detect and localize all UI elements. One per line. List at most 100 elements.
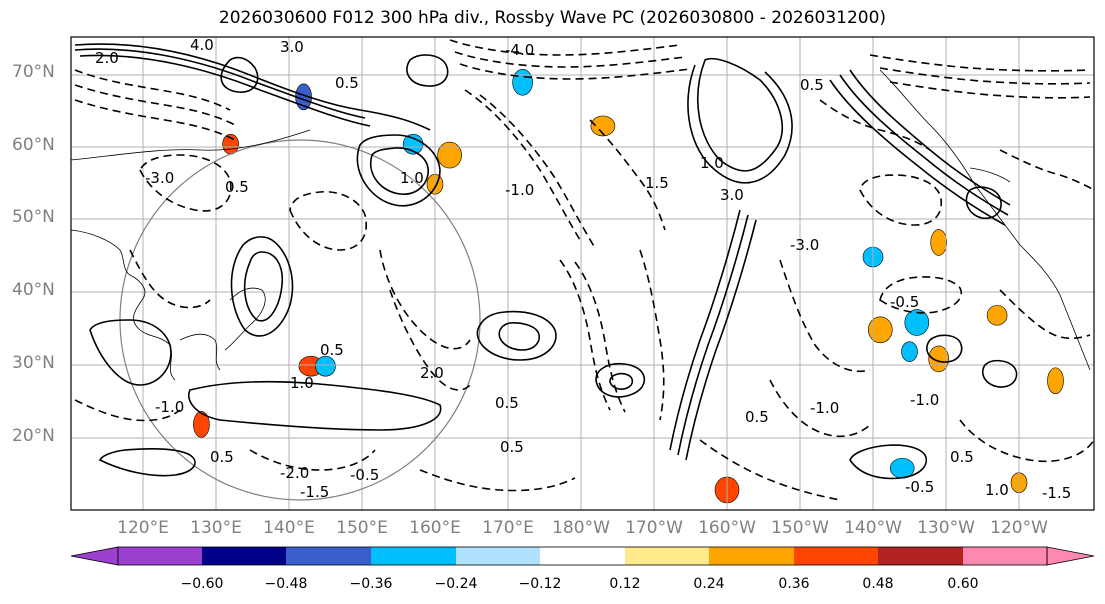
contour-label: 1.5	[645, 174, 669, 192]
contour-solid	[926, 334, 963, 363]
contour-dashed	[129, 249, 211, 309]
lon-label-150w: 150°W	[771, 518, 829, 538]
contour-label: -0.5	[350, 466, 379, 484]
contour-label: 2.0	[420, 364, 444, 382]
colorbar-tick-label: 0.36	[778, 576, 810, 592]
colorbar-swatch	[709, 547, 794, 565]
contour-label: 0.5	[495, 394, 519, 412]
contour-label: 0.5	[225, 178, 249, 196]
great-circle-ring	[119, 139, 481, 501]
contour-solid	[685, 219, 757, 461]
colorbar-swatch	[963, 547, 1047, 565]
contour-dashed	[889, 81, 1091, 99]
contour-solid	[609, 372, 634, 390]
colorbar-tick-label: 0.60	[947, 576, 979, 592]
lat-label-20n: 20°N	[12, 426, 55, 446]
colorbar-tick-label: 0.12	[609, 576, 641, 592]
contour-dashed	[249, 449, 376, 471]
divergence-shade-blob	[901, 341, 918, 362]
contour-label: -1.0	[910, 391, 939, 409]
contour-solid	[243, 251, 284, 322]
contour-label: 0.5	[950, 448, 974, 466]
lat-lon-grid	[71, 37, 1094, 510]
na-west-coastline	[1019, 244, 1091, 371]
contour-dashed	[879, 276, 962, 314]
contour-solid	[498, 322, 540, 351]
lon-label-140w: 140°W	[844, 518, 902, 538]
lon-label-140e: 140°E	[263, 518, 315, 538]
lon-label-120e: 120°E	[117, 518, 169, 538]
contour-dashed	[959, 419, 1094, 463]
contour-label: -1.0	[505, 181, 534, 199]
contour-solid	[98, 448, 196, 477]
lat-label-40n: 40°N	[12, 280, 55, 300]
contour-dashed	[769, 379, 871, 438]
contour-dashed	[419, 469, 576, 492]
contour-dashed	[859, 174, 942, 226]
divergence-shade-blob	[1097, 470, 1105, 496]
contour-label: 0.5	[745, 408, 769, 426]
lon-label-130e: 130°E	[190, 518, 242, 538]
divergence-shading	[193, 68, 1105, 504]
colorbar-swatch	[794, 547, 878, 565]
contour-label: 0.5	[210, 448, 234, 466]
lon-label-180w: 180°W	[552, 518, 610, 538]
colorbar-swatch	[371, 547, 456, 565]
contour-dashed	[589, 119, 666, 231]
contour-solid	[476, 310, 557, 361]
colorbar-tick-label: 0.24	[693, 576, 725, 592]
colorbar	[70, 546, 1095, 566]
contour-solid	[74, 43, 431, 131]
lon-label-150e: 150°E	[336, 518, 388, 538]
contour-dashed	[869, 54, 1091, 72]
contour-solid	[595, 362, 646, 398]
contour-solid	[74, 48, 366, 119]
contour-label: 0.5	[800, 76, 824, 94]
colorbar-tick-label: −0.12	[518, 576, 562, 592]
contour-label: 1.0	[985, 481, 1009, 499]
colorbar-swatch	[456, 547, 540, 565]
lon-label-170e: 170°E	[482, 518, 534, 538]
contour-solid	[356, 134, 441, 207]
alaska-coastline	[879, 69, 1021, 246]
contour-label: 3.0	[280, 38, 304, 56]
contour-solid	[849, 444, 927, 480]
divergence-shade-blob	[512, 68, 533, 96]
contour-dashed	[454, 51, 686, 68]
contour-label: -1.0	[810, 399, 839, 417]
contour-solid	[188, 380, 442, 431]
contour-dashed	[699, 439, 841, 501]
contour-value-labels: 2.0 4.0 3.0 0.5 -4.0 -3.0 0.5 1.0 1.5 3.…	[95, 37, 1071, 502]
divergence-shade-blob	[437, 141, 462, 169]
lon-label-130w: 130°W	[917, 518, 975, 538]
colorbar-swatch	[118, 547, 202, 565]
lat-label-70n: 70°N	[12, 62, 55, 82]
contour-dashed	[779, 259, 871, 372]
asia-coastline	[71, 229, 176, 381]
contour-dashed	[379, 249, 471, 350]
colorbar-swatch	[878, 547, 963, 565]
contour-label: -2.0	[280, 464, 309, 482]
colorbar-swatch	[625, 547, 709, 565]
siberia-coastline	[71, 129, 311, 161]
divergence-contours	[74, 43, 1018, 480]
lon-label-120w: 120°W	[990, 518, 1048, 538]
contour-label: -4.0	[505, 41, 534, 59]
divergence-shade-blob	[930, 229, 948, 256]
contour-solid	[849, 69, 1011, 206]
contour-dashed	[639, 249, 665, 421]
contour-dashed	[819, 99, 931, 151]
contour-dashed	[464, 89, 581, 241]
contour-label: 1.0	[700, 154, 724, 172]
divergence-shade-blob	[590, 115, 616, 137]
map-frame	[70, 36, 1095, 511]
colorbar-tick-label: −0.48	[264, 576, 308, 592]
divergence-shade-blob	[986, 304, 1008, 326]
colorbar-tick-label: −0.24	[434, 576, 478, 592]
convergence-contours	[74, 39, 1094, 501]
divergence-shade-blob	[867, 316, 893, 344]
contour-solid	[220, 56, 259, 93]
contour-label: -3.0	[145, 169, 174, 187]
lon-label-170w: 170°W	[625, 518, 683, 538]
